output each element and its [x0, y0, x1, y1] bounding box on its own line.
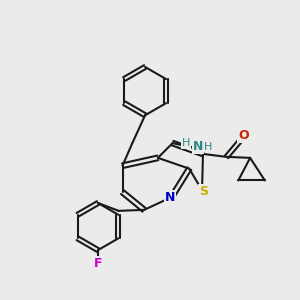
Text: O: O	[238, 129, 249, 142]
Text: H: H	[204, 142, 213, 152]
Text: F: F	[94, 257, 102, 270]
Text: H: H	[182, 138, 190, 148]
Text: N: N	[165, 190, 175, 204]
Text: S: S	[199, 185, 208, 198]
Text: N: N	[193, 140, 203, 153]
